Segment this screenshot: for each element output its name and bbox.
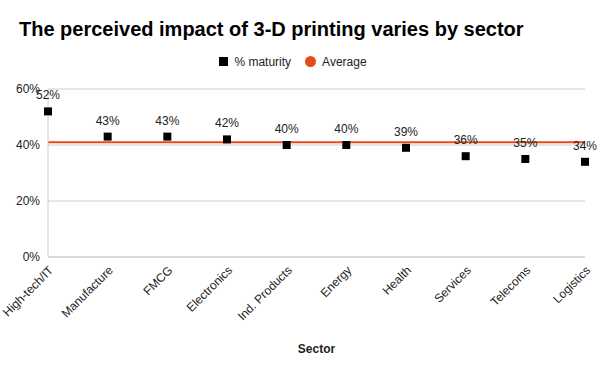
svg-text:39%: 39%	[394, 125, 418, 139]
svg-text:FMCG: FMCG	[141, 263, 176, 298]
svg-text:Manufacture: Manufacture	[59, 263, 116, 320]
svg-text:20%: 20%	[16, 194, 40, 208]
svg-text:43%: 43%	[155, 114, 179, 128]
svg-text:40%: 40%	[334, 122, 358, 136]
svg-text:Services: Services	[431, 263, 473, 305]
svg-text:40%: 40%	[275, 122, 299, 136]
svg-text:43%: 43%	[96, 114, 120, 128]
svg-text:35%: 35%	[513, 136, 537, 150]
svg-text:Logistics: Logistics	[550, 263, 592, 306]
svg-text:Health: Health	[380, 263, 414, 297]
html-text:Average: Average	[322, 54, 367, 69]
svg-text:42%: 42%	[215, 116, 239, 130]
svg-text:High-tech/IT: High-tech/IT	[8, 263, 57, 320]
svg-text:40%: 40%	[16, 138, 40, 152]
svg-text:60%: 60%	[16, 82, 40, 97]
svg-text:0%: 0%	[23, 250, 41, 264]
html-text:The perceived impact of 3-D pr: The perceived impact of 3-D printing var…	[19, 18, 524, 40]
svg-text:Energy: Energy	[318, 263, 355, 300]
svg-text:Telecoms: Telecoms	[488, 263, 534, 309]
html-text:% maturity: % maturity	[234, 54, 292, 69]
svg-text:Sector: Sector	[298, 342, 336, 356]
svg-text:52%: 52%	[36, 88, 60, 102]
svg-text:Ind. Products: Ind. Products	[235, 263, 295, 323]
svg-text:Electronics: Electronics	[184, 263, 235, 314]
svg-text:36%: 36%	[454, 133, 478, 147]
svg-text:34%: 34%	[573, 139, 592, 153]
